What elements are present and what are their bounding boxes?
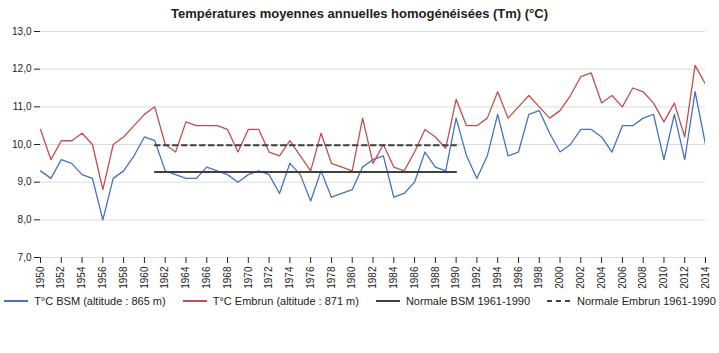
svg-text:1968: 1968 (222, 266, 233, 289)
svg-text:1990: 1990 (450, 266, 461, 289)
svg-text:1986: 1986 (409, 266, 420, 289)
svg-text:1998: 1998 (533, 266, 544, 289)
svg-text:7,0: 7,0 (18, 252, 32, 263)
html-text:Températures moyennes annuelle: Températures moyennes annuelles homogéné… (171, 6, 548, 21)
svg-text:9,0: 9,0 (18, 176, 32, 187)
svg-text:1970: 1970 (243, 266, 254, 289)
svg-text:2000: 2000 (554, 266, 565, 289)
svg-text:1952: 1952 (55, 266, 66, 289)
html-text:T°C Embrun (altitude : 871 m): T°C Embrun (altitude : 871 m) (212, 295, 359, 307)
svg-text:1950: 1950 (35, 266, 46, 289)
html-text:T°C BSM (altitude : 865 m): T°C BSM (altitude : 865 m) (34, 295, 166, 307)
svg-text:2002: 2002 (575, 266, 586, 289)
svg-text:1966: 1966 (201, 266, 212, 289)
svg-text:1972: 1972 (263, 266, 274, 289)
svg-text:12,0: 12,0 (12, 63, 32, 74)
svg-text:1976: 1976 (305, 266, 316, 289)
svg-text:13,0: 13,0 (12, 26, 32, 37)
svg-text:1992: 1992 (471, 266, 482, 289)
svg-text:11,0: 11,0 (13, 101, 32, 112)
svg-text:1958: 1958 (118, 266, 129, 289)
svg-text:2012: 2012 (679, 266, 690, 289)
svg-text:2014: 2014 (700, 266, 711, 289)
svg-text:1954: 1954 (76, 266, 87, 289)
svg-text:1974: 1974 (284, 266, 295, 289)
svg-text:2010: 2010 (658, 266, 669, 289)
svg-text:2004: 2004 (596, 266, 607, 289)
svg-text:8,0: 8,0 (18, 214, 32, 225)
svg-text:1980: 1980 (346, 266, 357, 289)
svg-text:1982: 1982 (367, 266, 378, 289)
svg-text:1978: 1978 (326, 266, 337, 289)
html-text:Normale Embrun 1961-1990: Normale Embrun 1961-1990 (577, 295, 716, 307)
html-text:Normale BSM 1961-1990: Normale BSM 1961-1990 (405, 295, 530, 307)
svg-text:10,0: 10,0 (12, 139, 32, 150)
svg-text:1984: 1984 (388, 266, 399, 289)
svg-text:1994: 1994 (492, 266, 503, 289)
svg-text:2006: 2006 (617, 266, 628, 289)
svg-text:1956: 1956 (97, 266, 108, 289)
svg-text:1988: 1988 (430, 266, 441, 289)
svg-text:1964: 1964 (180, 266, 191, 289)
svg-text:1962: 1962 (159, 266, 170, 289)
svg-text:1996: 1996 (513, 266, 524, 289)
svg-text:2008: 2008 (637, 266, 648, 289)
svg-text:1960: 1960 (139, 266, 150, 289)
